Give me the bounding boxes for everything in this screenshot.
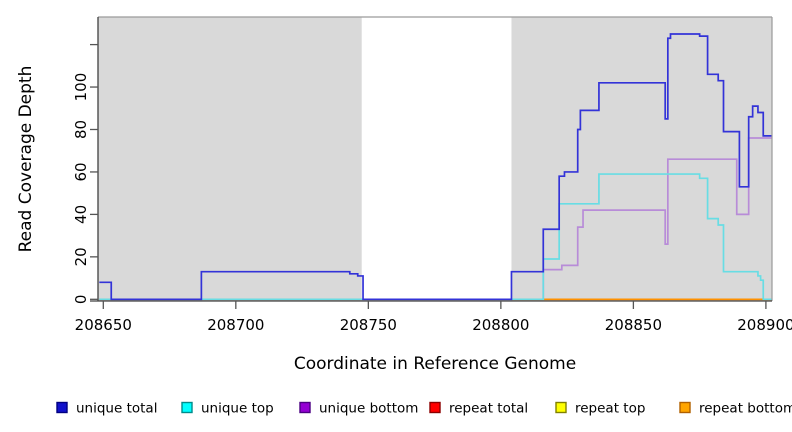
legend-marker-unique-bottom [299,401,311,414]
y-axis-tick-label: 100 [72,73,90,102]
x-axis-tick-label: 208900 [737,316,792,334]
legend-label-unique-total: unique total [76,401,157,417]
x-axis-title: Coordinate in Reference Genome [294,354,576,374]
x-axis-tick-label: 208700 [207,316,264,334]
y-axis-title: Read Coverage Depth [16,66,36,253]
legend-marker-repeat-top [555,401,567,414]
legend-marker-unique-total [56,401,68,414]
series-line-unique-bottom [99,137,772,301]
shaded-region [98,17,362,301]
series-line-unique-total [99,33,772,301]
legend-marker-repeat-total [429,401,441,414]
y-axis-tick-label: 40 [72,205,90,224]
y-axis-tick-label: 20 [72,247,90,266]
legend-label-repeat-bottom: repeat bottom [699,401,792,417]
legend-label-unique-top: unique top [201,401,274,417]
x-axis-tick-label: 208850 [605,316,662,334]
plot-frame [98,16,773,301]
y-axis-tick-label: 0 [72,295,90,305]
legend-marker-repeat-bottom [679,401,691,414]
series-line-unique-top [99,173,772,301]
x-axis-tick-label: 208750 [340,316,397,334]
axes: 208650 208700 208750 208800 208850 208900 0 20 4… [72,17,792,334]
legend-label-repeat-total: repeat total [449,401,528,417]
y-axis-tick-label: 60 [72,162,90,181]
legend-label-unique-bottom: unique bottom [319,401,418,417]
coverage-series-lines [99,33,772,301]
x-axis-tick-label: 208800 [472,316,529,334]
y-axis-tick-label: 80 [72,120,90,139]
x-axis-tick-label: 208650 [75,316,132,334]
legend-label-repeat-top: repeat top [575,401,645,417]
legend: unique total unique top unique bottom repea… [56,401,792,417]
legend-marker-unique-top [181,401,193,414]
